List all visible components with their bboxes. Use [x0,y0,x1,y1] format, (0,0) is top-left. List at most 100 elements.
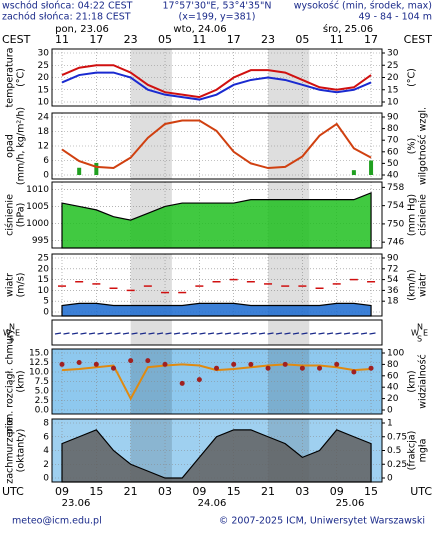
wind-arrow [250,332,257,335]
y-tick-label: 7.5 [35,377,49,387]
coords: 17°57'30"E, 53°4'35"N [162,1,271,12]
y2-axis-label: (°C) [407,68,418,87]
y2-tick-label: 50 [387,159,399,169]
dot [93,361,99,367]
wind-arrow [309,332,317,335]
wind-arrow [88,332,96,335]
y-axis-label: temperatura [5,48,16,108]
y-axis-label: pion. rozciągł. chmury [5,328,16,434]
y2-tick-label: 0.25 [387,460,407,470]
wind-arrow [71,332,79,335]
wind-arrow [224,332,232,335]
panel-bg [52,320,382,345]
y2-tick-label: 40 [387,171,399,181]
y-tick-label: 2.5 [35,396,49,406]
dot [334,361,340,367]
compass-label: W [411,329,419,338]
y2-tick-label: 0.75 [387,432,407,442]
dot [179,380,185,386]
area [61,191,372,249]
x-tick-label: 17 [364,33,378,46]
area [61,302,372,317]
y-tick-label: 15 [38,275,49,285]
y-tick-label: 4 [43,446,49,456]
zone-left: UTC [2,485,24,498]
x-tick-label: 11 [330,33,344,46]
y-tick-label: 0.0 [35,406,50,416]
wind-arrow [343,332,351,335]
panel-frame [51,181,383,249]
dot [299,365,305,371]
dot [76,360,82,365]
y-tick-label: 5 [43,297,49,307]
panel-frame [51,319,383,346]
x-tick-label: 23 [124,33,138,46]
copyright: © 2007-2025 ICM, Uniwersytet Warszawski [219,516,425,527]
date-label: 25.06 [336,498,365,509]
panel-frame [51,48,383,107]
date-label: śro, 25.06 [323,23,373,35]
y2-axis-label: wilgotność wzgl. [418,107,429,185]
y2-axis-label: (%) [407,138,418,154]
y-tick-label: 25 [38,254,49,264]
wind-arrow [156,332,164,335]
y2-tick-label: 758 [387,183,404,193]
wind-arrow [360,332,368,335]
compass-label: S [9,335,14,344]
wind-arrow [182,332,189,335]
bar [77,167,82,175]
y2-tick-label: 60 [387,371,399,381]
y-axis-label: (°C) [16,68,27,87]
dot [214,365,220,371]
y2-axis-label: (km) [407,370,418,392]
y-tick-label: 1005 [26,202,49,212]
y-axis-label: (km) [16,370,27,392]
panel-frame [51,418,383,483]
compass-label: N [417,323,423,332]
y-tick-label: 10 [38,286,50,296]
wind-arrow [284,332,291,335]
wind-arrow [148,332,155,335]
y-tick-label: 12 [38,142,49,152]
wind-arrow [131,332,138,335]
wind-arrow [335,332,342,335]
y2-tick-label: 90 [387,254,399,264]
dot [128,358,134,364]
grid-point: (x=199, y=381) [179,12,256,23]
y2-axis-label: mgła [418,439,429,463]
y-tick-label: 6 [43,432,49,442]
zone-right: UTC [410,485,432,498]
y-axis-label: (m/s) [16,273,27,298]
wind-arrow [80,332,87,335]
y2-axis-label: (km/h) [407,269,418,300]
bar [369,160,374,175]
wind-arrow [292,332,300,335]
wind-arrow [63,332,70,335]
wind-arrow [318,332,325,335]
x-tick-label: 03 [295,485,309,498]
y-tick-label: 8 [43,419,49,429]
bar [351,170,356,175]
bar [94,162,99,175]
wind-arrow [105,332,113,335]
dot [351,369,357,375]
line [61,71,372,101]
dot [162,361,168,367]
line [61,119,372,170]
x-tick-label: 17 [227,33,241,46]
y2-tick-label: 40 [387,383,399,393]
x-tick-label: 23 [261,33,275,46]
panel-frame [51,112,383,180]
y2-tick-label: 0.5 [387,446,401,456]
compass-label: S [417,335,422,344]
y2-tick-label: 80 [387,124,399,134]
panel-frame [51,348,383,415]
y-tick-label: 12.5 [29,358,49,368]
y2-tick-label: 70 [387,136,399,146]
wind-arrow [326,332,334,335]
x-tick-label: 11 [192,33,206,46]
wind-arrow [216,332,223,335]
date-label: wto, 24.06 [173,24,226,35]
y2-tick-label: 100 [387,349,404,359]
wind-arrow [275,332,283,335]
